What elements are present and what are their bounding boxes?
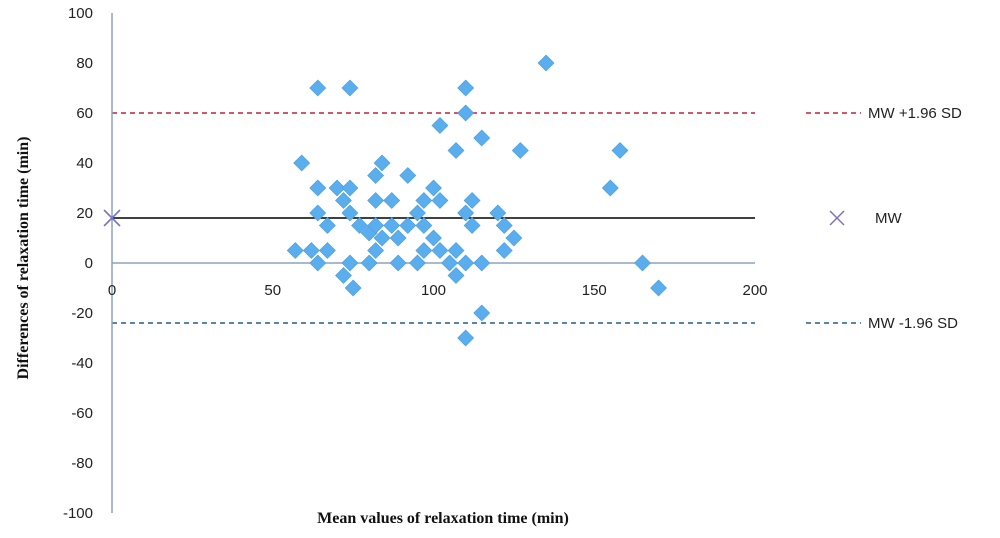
data-point	[318, 217, 336, 234]
data-point	[425, 179, 442, 197]
reference-lines-layer	[112, 112, 755, 324]
x-axis-label: Mean values of relaxation time (min)	[317, 510, 569, 527]
y-tick-label: 40	[76, 155, 93, 172]
data-point	[341, 79, 359, 97]
data-point	[611, 142, 629, 159]
mean-marker	[103, 209, 121, 227]
y-tick-label: -80	[71, 455, 93, 472]
data-point	[431, 242, 449, 259]
data-point	[457, 254, 475, 272]
data-point	[318, 242, 336, 259]
axes-layer	[111, 13, 755, 513]
data-point	[367, 217, 385, 234]
legend-label: MW +1.96 SD	[868, 105, 962, 122]
data-point	[431, 117, 449, 134]
y-tick-label: 20	[76, 205, 93, 222]
data-point	[431, 192, 449, 209]
data-points-layer	[103, 54, 667, 347]
y-tick-label: 60	[76, 105, 93, 122]
legend-entry-mw-minus1-96-sd: MW -1.96 SD	[806, 315, 958, 332]
data-point	[302, 242, 320, 259]
data-point	[505, 229, 523, 247]
data-point	[309, 79, 327, 97]
data-point	[601, 179, 619, 197]
data-point	[293, 154, 311, 172]
data-point	[309, 204, 327, 222]
x-tick-label: 200	[742, 282, 767, 299]
data-point	[373, 229, 391, 247]
data-point	[286, 242, 304, 259]
data-point	[341, 204, 359, 222]
data-point	[409, 254, 426, 272]
legend-entry-mw: MW	[829, 210, 902, 227]
y-tick-label: -40	[71, 355, 93, 372]
x-tick-label: 50	[264, 282, 281, 299]
data-point	[309, 254, 327, 272]
data-point	[511, 142, 529, 159]
data-point	[447, 142, 465, 159]
y-tick-label: -20	[71, 305, 93, 322]
data-point	[489, 204, 507, 222]
y-tick-label: 100	[68, 5, 93, 22]
data-point	[351, 217, 368, 234]
data-point	[415, 192, 433, 209]
data-point	[399, 167, 417, 184]
data-point	[650, 279, 667, 297]
x-tick-label: 150	[582, 282, 607, 299]
data-point	[409, 204, 426, 222]
x-tick-label: 100	[421, 282, 446, 299]
data-point	[447, 242, 465, 259]
data-point	[389, 229, 407, 247]
legend-layer: MW +1.96 SD MW MW -1.96 SD	[806, 105, 962, 332]
data-point	[425, 229, 442, 247]
data-point	[495, 217, 513, 234]
data-point	[473, 129, 491, 147]
data-point	[367, 167, 385, 184]
data-point	[441, 254, 458, 272]
data-point	[447, 267, 465, 284]
data-point	[335, 192, 352, 209]
data-point	[360, 254, 378, 272]
data-point	[415, 217, 433, 234]
data-point	[463, 192, 481, 209]
data-point	[399, 217, 417, 234]
data-point	[415, 242, 433, 259]
data-point	[457, 104, 475, 122]
data-point	[367, 192, 385, 209]
y-tick-label: 80	[76, 55, 93, 72]
data-point	[495, 242, 513, 259]
data-point	[335, 267, 352, 284]
data-point	[537, 54, 555, 72]
x-tick-label: 0	[108, 282, 116, 299]
data-point	[457, 79, 475, 97]
data-point	[389, 254, 407, 272]
legend-label: MW -1.96 SD	[868, 315, 958, 332]
y-tick-label: -100	[63, 505, 93, 522]
data-point	[457, 329, 475, 347]
data-point	[634, 254, 651, 272]
data-point	[473, 254, 491, 272]
data-point	[328, 179, 346, 197]
data-point	[367, 242, 385, 259]
data-point	[341, 179, 359, 197]
data-point	[473, 304, 491, 322]
data-point	[373, 154, 391, 172]
data-point	[383, 217, 401, 234]
data-point	[341, 254, 359, 272]
data-point	[463, 217, 481, 234]
y-axis-label: Differences of relaxation time (min)	[15, 137, 32, 380]
data-point	[344, 279, 362, 297]
data-point	[309, 179, 327, 197]
legend-label: MW	[875, 210, 902, 227]
data-point	[383, 192, 401, 209]
y-tick-label: 0	[85, 255, 93, 272]
y-tick-label: -60	[71, 405, 93, 422]
legend-entry-mw-plus1-96-sd: MW +1.96 SD	[806, 105, 962, 122]
data-point	[457, 204, 475, 222]
